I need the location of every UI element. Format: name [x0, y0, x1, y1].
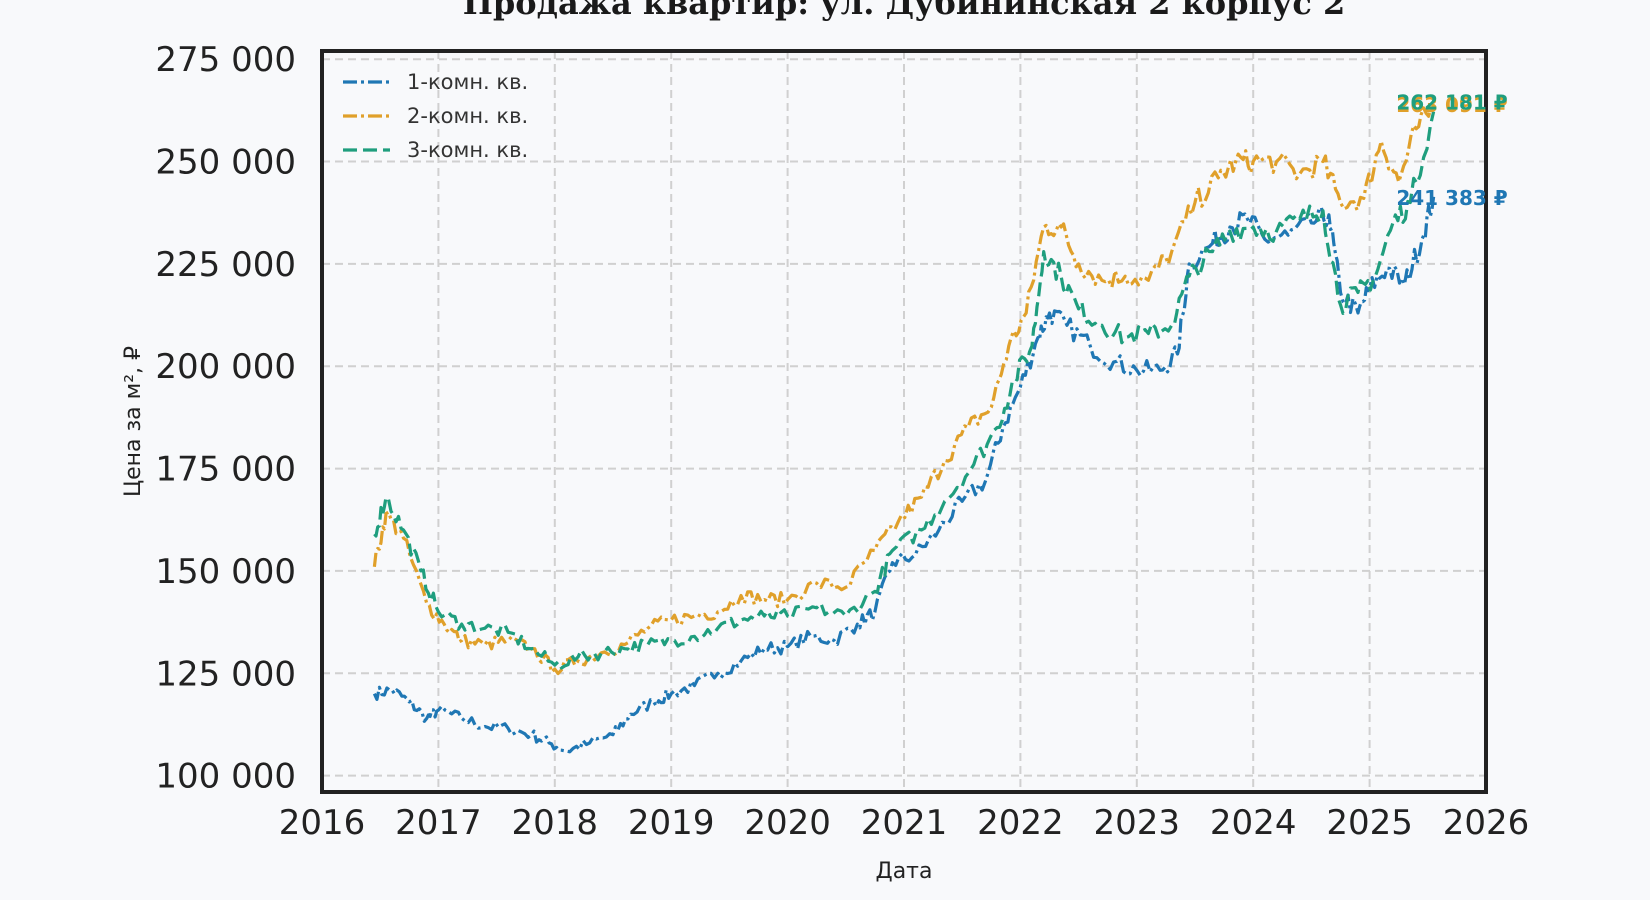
x-tick-label: 2023: [1094, 803, 1181, 843]
y-tick-label: 250 000: [155, 143, 296, 183]
x-tick-label: 2020: [744, 803, 831, 843]
legend-label: 1-комн. кв.: [407, 70, 528, 94]
x-tick-label: 2019: [628, 803, 715, 843]
legend-label: 2-комн. кв.: [407, 104, 528, 128]
end-value-label: 241 383 ₽: [1396, 186, 1507, 210]
x-tick-label: 2026: [1443, 803, 1530, 843]
series-lines: [372, 106, 1436, 754]
x-axis-label: Дата: [876, 859, 933, 884]
end-value-label: 263 091 ₽: [1396, 93, 1507, 117]
y-tick-label: 100 000: [155, 757, 296, 797]
y-tick-label: 200 000: [155, 347, 296, 387]
legend: 1-комн. кв. 2-комн. кв. 3-комн. кв.: [343, 70, 528, 162]
tick-labels: 2016 2017 2018 2019 2020 2021 2022 2023 2024 2025…: [155, 40, 1529, 843]
grid: [321, 51, 1487, 792]
end-value-label: 262 181 ₽: [1396, 91, 1507, 115]
y-tick-label: 150 000: [155, 552, 296, 592]
y-tick-label: 125 000: [155, 654, 296, 694]
x-tick-label: 2024: [1210, 803, 1297, 843]
y-axis-label: Цена за м², ₽: [121, 346, 146, 497]
series-line-3: [373, 111, 1436, 670]
y-tick-label: 275 000: [155, 40, 296, 80]
x-tick-label: 2022: [977, 803, 1064, 843]
x-tick-label: 2025: [1326, 803, 1413, 843]
legend-label: 3-комн. кв.: [407, 138, 528, 162]
y-tick-label: 175 000: [155, 450, 296, 490]
series-line-2: [372, 106, 1434, 676]
y-tick-label: 225 000: [155, 245, 296, 285]
plot-frame: [320, 49, 1488, 794]
x-tick-label: 2016: [279, 803, 366, 843]
chart-title: Продажа квартир: ул. Дубининская 2 корпу…: [463, 0, 1346, 22]
end-labels: 241 383 ₽ 263 091 ₽262 181 ₽: [1396, 91, 1507, 210]
x-tick-label: 2021: [861, 803, 948, 843]
x-tick-label: 2017: [395, 803, 482, 843]
series-line-1: [372, 196, 1436, 754]
x-tick-label: 2018: [512, 803, 599, 843]
